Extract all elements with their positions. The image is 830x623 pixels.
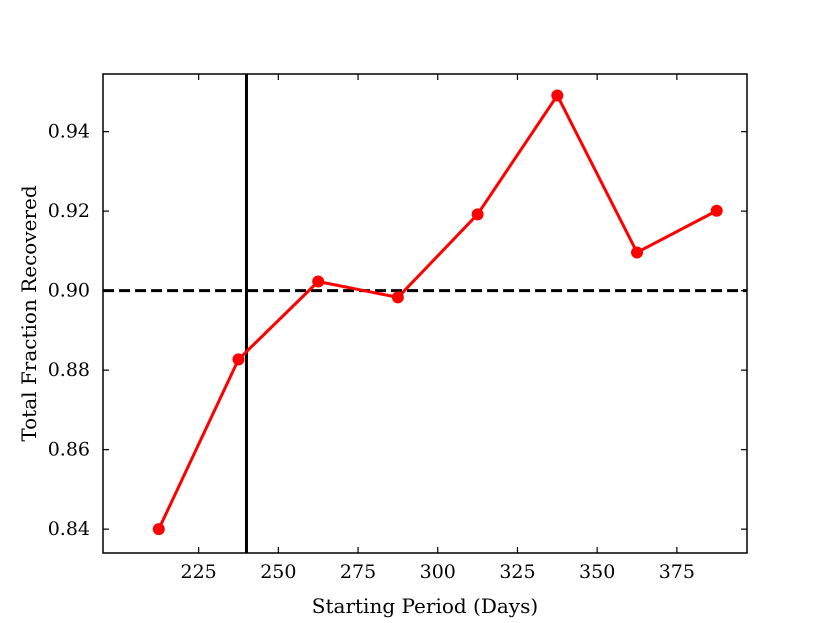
data-point	[312, 275, 325, 288]
plot-frame	[102, 73, 748, 554]
data-point	[551, 89, 564, 102]
x-tick-label: 350	[579, 561, 615, 583]
y-tick-label: 0.90	[48, 280, 90, 302]
data-point	[391, 291, 404, 304]
x-tick-label: 275	[340, 561, 376, 583]
y-tick-label: 0.84	[48, 518, 90, 540]
data-point	[232, 353, 245, 366]
y-tick-label: 0.86	[48, 439, 90, 461]
series-line	[157, 93, 718, 530]
y-tick-label: 0.88	[48, 359, 90, 381]
y-tick-label: 0.92	[48, 200, 90, 222]
data-point	[631, 246, 644, 259]
plot-content	[103, 74, 747, 553]
y-axis-ticks: 0.84 0.86 0.88 0.90 0.92 0.94	[48, 121, 747, 540]
y-axis-label: Total Fraction Recovered	[17, 185, 41, 441]
x-axis-ticks: 225 250 275 300 325 350 375	[181, 74, 695, 583]
x-tick-label: 250	[260, 561, 296, 583]
data-point	[710, 204, 723, 217]
x-axis-label: Starting Period (Days)	[312, 594, 538, 618]
x-tick-label: 375	[659, 561, 695, 583]
data-point	[471, 208, 484, 221]
y-tick-label: 0.94	[48, 121, 90, 143]
data-point	[152, 523, 165, 536]
x-tick-label: 325	[499, 561, 535, 583]
x-tick-label: 300	[420, 561, 456, 583]
x-tick-label: 225	[181, 561, 217, 583]
